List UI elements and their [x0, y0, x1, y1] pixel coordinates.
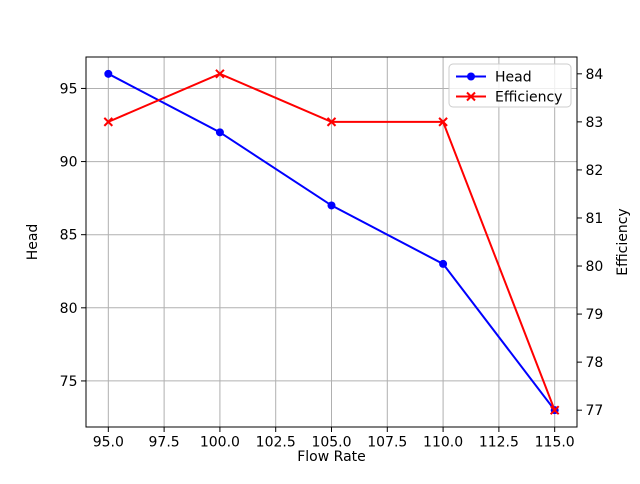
x-axis-tick-label: 107.5 — [367, 435, 407, 451]
y-axis-left-tick-label: 85 — [60, 228, 78, 244]
legend-item-head: Head — [456, 70, 532, 86]
legend-item-efficiency: Efficiency — [456, 90, 562, 106]
head-series — [104, 69, 559, 415]
efficiency-series-marker — [103, 117, 114, 127]
efficiency-series-marker — [215, 69, 225, 79]
head-series-marker — [104, 69, 113, 78]
x-axis-tick-label: 100.0 — [200, 435, 240, 451]
y-axis-left-label: Head — [25, 224, 41, 261]
y-axis-right-tick-label: 83 — [586, 115, 604, 131]
x-axis-label: Flow Rate — [297, 449, 366, 465]
efficiency-series-marker — [438, 117, 448, 127]
legend-efficiency-label: Efficiency — [495, 90, 562, 106]
x-axis-tick-label: 97.5 — [149, 435, 180, 451]
legend-head-marker-icon — [467, 72, 475, 81]
x-axis-tick-label: 105.0 — [311, 435, 351, 451]
head-series-marker — [215, 128, 224, 137]
x-axis-tick-label: 115.0 — [535, 435, 575, 451]
y-axis-right-tick-label: 84 — [586, 67, 604, 83]
x-axis-tick-label: 95.0 — [93, 435, 124, 451]
x-axis-tick-label: 110.0 — [423, 435, 463, 451]
y-axis-right-tick-label: 82 — [586, 163, 604, 179]
y-axis-right-label: Efficiency — [615, 208, 631, 275]
legend-efficiency-marker-icon — [466, 91, 476, 102]
y-axis-left-tick-label: 95 — [60, 81, 78, 97]
y-axis-right-tick-label: 77 — [586, 403, 604, 419]
efficiency-series-marker — [549, 405, 560, 415]
legend-head-label: Head — [495, 70, 532, 86]
y-axis-left-tick-label: 75 — [60, 374, 78, 390]
efficiency-series — [103, 69, 560, 415]
y-axis-right-tick-label: 78 — [586, 355, 604, 371]
y-axis-left: 75 80 85 90 95 — [60, 81, 86, 390]
grid — [86, 57, 577, 427]
head-series-marker — [439, 259, 448, 268]
x-axis-tick-label: 102.5 — [256, 435, 296, 451]
legend: Head Efficiency — [448, 63, 572, 108]
efficiency-series-marker — [326, 117, 337, 127]
x-axis-tick-label: 112.5 — [479, 435, 519, 451]
head-series-marker — [327, 201, 336, 210]
x-axis: 95.0 97.5 100.0 102.5 105.0 107.5 110.0 112.5 11… — [93, 427, 575, 451]
y-axis-right-tick-label: 81 — [586, 211, 604, 227]
y-axis-left-tick-label: 90 — [60, 155, 78, 171]
y-axis-right: 77 78 79 80 81 82 83 84 — [577, 67, 603, 419]
y-axis-right-tick-label: 79 — [586, 307, 604, 323]
y-axis-left-tick-label: 80 — [60, 301, 78, 317]
y-axis-right-tick-label: 80 — [586, 259, 604, 275]
